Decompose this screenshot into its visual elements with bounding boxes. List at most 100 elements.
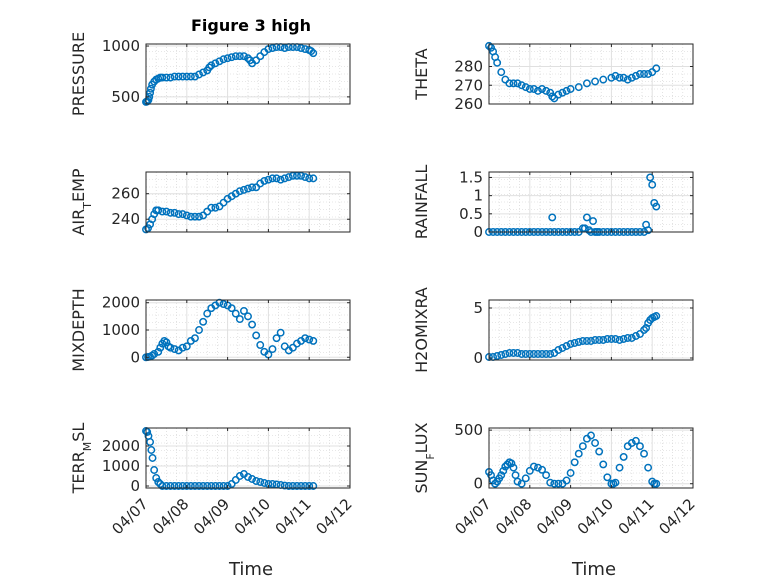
pressure-marker xyxy=(174,72,183,81)
pressure-marker xyxy=(166,73,175,82)
mixdepth-marker xyxy=(268,345,277,354)
sun-flux-marker xyxy=(513,477,522,486)
terr-msl-marker xyxy=(186,482,195,490)
mixdepth-marker xyxy=(280,342,289,351)
sun-flux-marker xyxy=(578,442,587,451)
mixdepth-marker xyxy=(288,343,297,352)
theta-marker xyxy=(517,81,526,90)
h2omixra-marker xyxy=(546,350,555,358)
pressure-marker xyxy=(162,73,171,82)
sun-flux-marker xyxy=(509,463,518,472)
sun-flux-axes-box xyxy=(488,427,694,489)
pressure-marker xyxy=(307,47,316,56)
air-temp-marker xyxy=(178,210,187,219)
terr-msl-marker xyxy=(203,482,212,490)
mixdepth-marker xyxy=(170,345,179,354)
theta-marker xyxy=(562,86,571,95)
terr-msl-marker xyxy=(235,472,244,480)
h2omixra-marker xyxy=(599,336,608,344)
theta-y-axis-label: THETA xyxy=(412,48,431,100)
h2omixra-marker xyxy=(582,337,591,345)
h2omixra-axes-box xyxy=(488,299,694,361)
pressure-marker xyxy=(182,72,191,81)
mixdepth-marker xyxy=(178,343,187,352)
theta-marker xyxy=(591,77,600,86)
subplot-h2omixra: 0 5 H2OMIXRA xyxy=(412,287,694,373)
subplot-pressure: 500 1000 PRESSURE xyxy=(69,32,351,116)
sun-flux-marker xyxy=(507,459,516,468)
pressure-marker xyxy=(235,52,244,61)
sun-flux-marker xyxy=(640,449,648,458)
theta-y-tick-label: 270 xyxy=(454,76,483,94)
rainfall-axes-box xyxy=(488,171,694,233)
terr-msl-y-tick-label: 2000 xyxy=(102,437,140,455)
theta-marker xyxy=(542,86,551,95)
air-temp-marker xyxy=(288,171,297,180)
sun-flux-marker xyxy=(497,471,506,480)
mixdepth-y-tick-label: 2000 xyxy=(102,294,140,312)
air-temp-marker xyxy=(264,175,273,184)
air-temp-marker xyxy=(174,210,183,219)
air-temp-y-tick-label: 240 xyxy=(111,210,140,228)
sun-flux-marker xyxy=(501,462,510,471)
mixdepth-marker xyxy=(148,351,157,360)
air-temp-marker xyxy=(284,173,293,182)
mixdepth-marker xyxy=(235,315,244,324)
x-axis-label-left: Time xyxy=(228,559,273,580)
terr-msl-marker xyxy=(223,482,232,490)
theta-marker xyxy=(582,79,591,88)
air-temp-marker xyxy=(195,212,203,221)
sun-flux-marker xyxy=(644,463,653,472)
terr-msl-marker xyxy=(146,438,155,446)
h2omixra-marker xyxy=(562,342,571,350)
theta-marker xyxy=(627,73,636,82)
pressure-marker xyxy=(207,61,216,70)
sun-flux-marker xyxy=(562,476,571,485)
sun-flux-marker xyxy=(619,452,628,461)
rainfall-marker xyxy=(589,217,597,226)
theta-marker xyxy=(493,58,502,67)
terr-msl-axes-box xyxy=(145,427,351,489)
terr-msl-y-tick-label: 0 xyxy=(130,477,140,495)
mixdepth-marker xyxy=(248,320,257,329)
air-temp-marker xyxy=(162,207,171,216)
theta-marker xyxy=(521,83,530,92)
h2omixra-marker xyxy=(652,312,661,320)
pressure-marker xyxy=(215,57,224,66)
h2omixra-y-tick-label: 5 xyxy=(473,299,483,317)
pressure-marker xyxy=(231,52,240,61)
pressure-axes-box xyxy=(145,43,351,105)
mixdepth-marker xyxy=(252,331,261,340)
h2omixra-marker xyxy=(542,350,551,358)
pressure-marker xyxy=(211,59,220,68)
sun-flux-marker xyxy=(603,473,612,482)
pressure-marker xyxy=(205,63,214,72)
pressure-marker xyxy=(244,54,252,63)
terr-msl-marker xyxy=(147,446,156,454)
h2omixra-marker xyxy=(570,339,579,347)
sun-flux-marker xyxy=(631,436,640,445)
mixdepth-marker xyxy=(166,343,175,352)
mixdepth-marker xyxy=(256,341,265,349)
pressure-marker xyxy=(219,55,228,64)
rainfall-marker xyxy=(652,202,661,211)
rainfall-y-tick-label: 1.5 xyxy=(459,168,483,186)
pressure-marker xyxy=(143,97,152,106)
theta-marker xyxy=(619,73,628,82)
h2omixra-marker xyxy=(505,349,514,357)
terr-msl-marker xyxy=(148,454,157,462)
air-temp-marker xyxy=(280,174,289,183)
sun-flux-marker xyxy=(550,479,559,488)
pressure-marker xyxy=(268,44,277,53)
air-temp-marker xyxy=(239,185,248,194)
pressure-y-axis-label: PRESSURE xyxy=(69,32,88,116)
figure-title: Figure 3 high xyxy=(191,16,311,35)
pressure-marker xyxy=(186,72,195,81)
pressure-marker xyxy=(191,72,199,81)
theta-marker xyxy=(599,75,608,84)
theta-marker xyxy=(607,73,616,82)
rainfall-y-tick-label: 1 xyxy=(473,187,483,205)
theta-marker xyxy=(611,71,620,80)
sun-flux-marker xyxy=(517,479,526,488)
